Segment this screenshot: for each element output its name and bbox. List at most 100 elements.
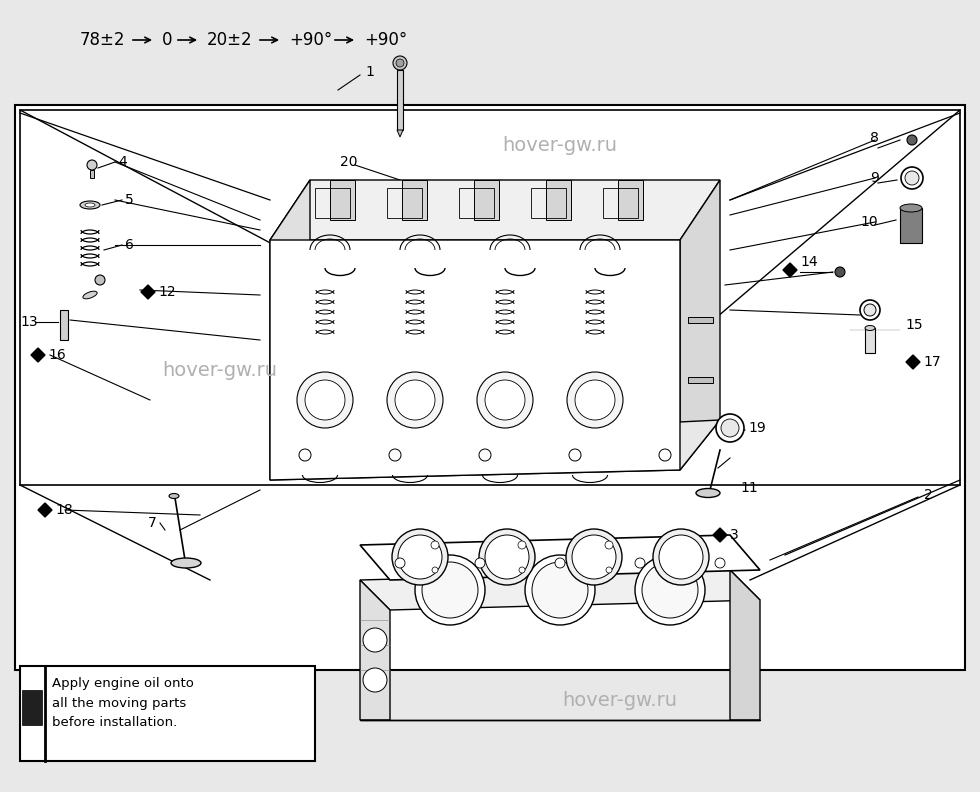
Circle shape (363, 628, 387, 652)
Bar (90, 170, 94, 178)
Text: 17: 17 (923, 355, 941, 369)
Text: 15: 15 (905, 318, 922, 332)
Ellipse shape (865, 326, 875, 330)
Polygon shape (906, 355, 920, 369)
Circle shape (363, 668, 387, 692)
Circle shape (659, 449, 671, 461)
Text: 3: 3 (730, 528, 739, 542)
Bar (20, 110, 960, 485)
Circle shape (606, 567, 612, 573)
Circle shape (392, 529, 448, 585)
Circle shape (860, 300, 880, 320)
Bar (688, 317, 713, 323)
Circle shape (659, 535, 703, 579)
Circle shape (485, 535, 529, 579)
Circle shape (396, 59, 404, 67)
Ellipse shape (83, 291, 97, 299)
Circle shape (635, 555, 705, 625)
Text: 10: 10 (860, 215, 878, 229)
Circle shape (905, 171, 919, 185)
Bar (531, 188, 566, 218)
Circle shape (569, 449, 581, 461)
Polygon shape (270, 180, 720, 240)
Text: 5: 5 (125, 193, 133, 207)
Circle shape (864, 304, 876, 316)
Circle shape (479, 529, 535, 585)
Circle shape (716, 414, 744, 442)
Polygon shape (397, 130, 403, 137)
Bar (22, 690, 42, 725)
Text: 78±2: 78±2 (80, 31, 125, 49)
Bar (603, 188, 638, 218)
Circle shape (642, 562, 698, 618)
Circle shape (95, 275, 105, 285)
Ellipse shape (171, 558, 201, 568)
Text: 14: 14 (800, 255, 817, 269)
Text: 16: 16 (48, 348, 66, 362)
Bar (397, 70, 403, 130)
Circle shape (485, 380, 525, 420)
Circle shape (715, 558, 725, 568)
Polygon shape (360, 535, 760, 580)
Circle shape (555, 558, 565, 568)
Polygon shape (38, 503, 52, 517)
Text: 20±2: 20±2 (207, 31, 253, 49)
Circle shape (297, 372, 353, 428)
Polygon shape (31, 348, 45, 362)
Text: 2: 2 (924, 488, 933, 502)
Circle shape (566, 529, 622, 585)
Circle shape (387, 372, 443, 428)
Bar (459, 188, 494, 218)
Circle shape (835, 267, 845, 277)
Text: all the moving parts: all the moving parts (52, 696, 186, 710)
Bar (900, 208, 922, 243)
Text: 19: 19 (748, 421, 765, 435)
Ellipse shape (85, 203, 95, 207)
Circle shape (653, 529, 709, 585)
Circle shape (415, 555, 485, 625)
Text: hover-gw.ru: hover-gw.ru (163, 360, 277, 379)
Polygon shape (713, 528, 727, 542)
Text: before installation.: before installation. (52, 717, 177, 729)
Ellipse shape (696, 489, 720, 497)
Bar (387, 188, 422, 218)
Circle shape (475, 558, 485, 568)
Text: 8: 8 (870, 131, 879, 145)
Bar (688, 377, 713, 383)
Circle shape (567, 372, 623, 428)
Circle shape (389, 449, 401, 461)
Bar (15, 105, 965, 670)
Polygon shape (270, 240, 680, 480)
Text: 7: 7 (148, 516, 157, 530)
Polygon shape (680, 180, 720, 470)
Circle shape (519, 567, 525, 573)
Polygon shape (360, 570, 760, 610)
Circle shape (635, 558, 645, 568)
Text: 12: 12 (158, 285, 175, 299)
Text: 1: 1 (365, 65, 374, 79)
Bar (60, 310, 68, 340)
Polygon shape (783, 263, 797, 277)
Bar (315, 188, 350, 218)
Polygon shape (270, 420, 720, 480)
Polygon shape (402, 180, 427, 220)
Circle shape (393, 56, 407, 70)
Ellipse shape (80, 201, 100, 209)
Text: hover-gw.ru: hover-gw.ru (563, 691, 677, 710)
Circle shape (432, 567, 438, 573)
Circle shape (532, 562, 588, 618)
Circle shape (395, 380, 435, 420)
Text: 20: 20 (340, 155, 358, 169)
Ellipse shape (169, 493, 179, 498)
Text: 4: 4 (118, 155, 126, 169)
Circle shape (431, 541, 439, 549)
Circle shape (575, 380, 615, 420)
Polygon shape (546, 180, 571, 220)
Circle shape (477, 372, 533, 428)
Text: 9: 9 (870, 171, 879, 185)
Circle shape (395, 558, 405, 568)
Text: +90°: +90° (289, 31, 332, 49)
Text: 6: 6 (125, 238, 134, 252)
Circle shape (87, 160, 97, 170)
Polygon shape (141, 285, 155, 299)
